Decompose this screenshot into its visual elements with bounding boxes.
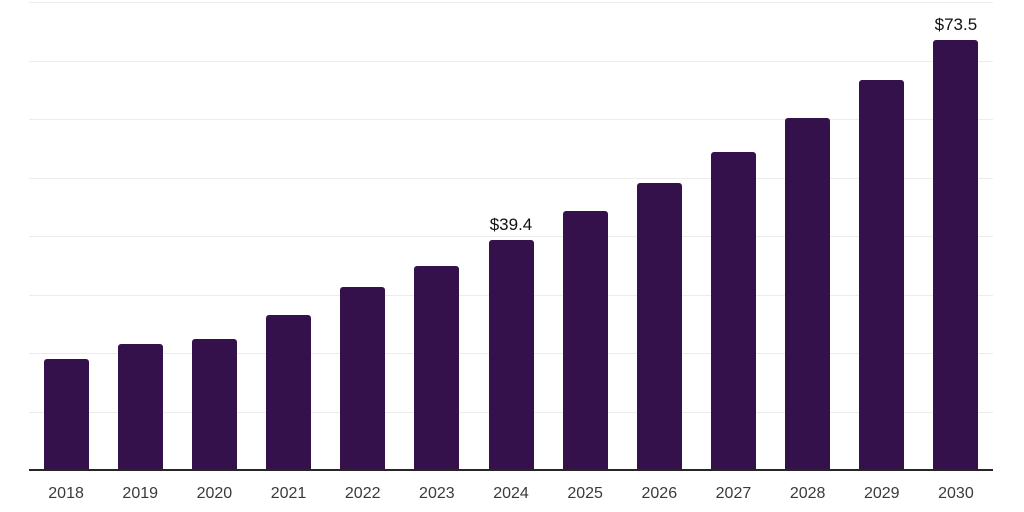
x-axis-label-2018: 2018 <box>48 485 84 502</box>
bar-2018 <box>43 359 89 470</box>
bar-2029 <box>859 79 905 470</box>
x-axis-label-2021: 2021 <box>270 485 307 502</box>
x-axis-label-2019: 2019 <box>122 485 159 502</box>
bar-2022 <box>340 287 386 470</box>
x-axis-label-2022: 2022 <box>344 485 381 502</box>
bar-2024 <box>488 239 534 470</box>
bar-2020 <box>191 338 237 470</box>
x-axis-label-2020: 2020 <box>196 485 233 502</box>
gridline-70 <box>29 60 993 62</box>
bar-2027 <box>710 152 756 470</box>
bar-2025 <box>562 211 608 470</box>
bar-2019 <box>117 343 163 470</box>
x-axis-label-2024: 2024 <box>493 485 529 502</box>
bar-2030 <box>933 40 979 470</box>
x-axis-label-2023: 2023 <box>419 485 455 502</box>
x-axis-label-2030: 2030 <box>938 485 974 502</box>
x-axis-label-2028: 2028 <box>789 485 826 502</box>
x-axis-label-2025: 2025 <box>567 485 603 502</box>
x-axis-line <box>29 469 993 471</box>
bar-2021 <box>266 314 312 470</box>
x-axis-label-2027: 2027 <box>715 485 752 502</box>
x-axis-label-2026: 2026 <box>641 485 678 502</box>
data-label-2030: $73.5 <box>934 15 978 35</box>
data-label-2024: $39.4 <box>489 214 533 234</box>
x-axis-label-2029: 2029 <box>863 485 900 502</box>
gridline-40 <box>29 236 993 237</box>
gridline-60 <box>29 119 993 120</box>
gridline-80 <box>29 2 993 3</box>
bar-2026 <box>636 183 682 470</box>
bar-2023 <box>414 265 460 470</box>
bar-2028 <box>785 117 831 470</box>
gridline-50 <box>29 177 993 179</box>
